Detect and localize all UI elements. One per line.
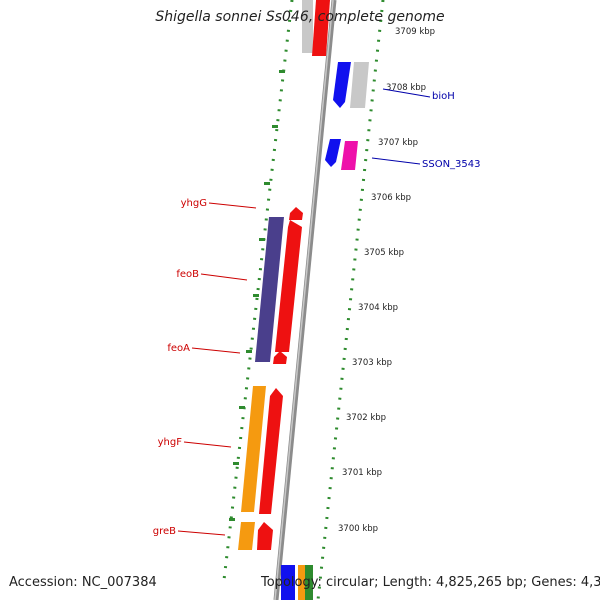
leader-yhgF [183, 441, 232, 448]
gene-feoA[interactable] [273, 351, 287, 364]
right-ring-dots [316, 0, 385, 600]
gene-red-top[interactable] [312, 0, 330, 56]
tick-3700: 3700 kbp [338, 524, 378, 534]
gene-SSON_3543[interactable] [341, 141, 358, 170]
label-SSON_3543[interactable]: SSON_3543 [422, 159, 481, 170]
gene-gray-bioH[interactable] [350, 62, 369, 108]
gene-blue-sson[interactable] [325, 139, 341, 167]
tick-3706: 3706 kbp [371, 193, 411, 203]
accession-text: Accession: NC_007384 [9, 575, 157, 590]
gene-red-long[interactable] [275, 220, 302, 352]
tick-3708: 3708 kbp [386, 83, 426, 93]
tick-3702: 3702 kbp [346, 413, 386, 423]
leader-feoB [200, 273, 248, 281]
leader-sson [371, 157, 421, 165]
gene-red-greB[interactable] [257, 522, 273, 550]
tick-3703: 3703 kbp [352, 358, 392, 368]
tick-3705: 3705 kbp [364, 248, 404, 258]
gene-yhgG[interactable] [289, 207, 303, 220]
label-greB[interactable]: greB [153, 526, 176, 537]
genome-backbone [273, 0, 337, 600]
topology-text: Topology: circular; Length: 4,825,265 bp… [261, 575, 600, 590]
label-yhgF[interactable]: yhgF [158, 437, 183, 448]
map-title: Shigella sonnei Ss046, complete genome [155, 9, 445, 25]
gene-greB[interactable] [238, 522, 255, 550]
tick-3707: 3707 kbp [378, 138, 418, 148]
label-bioH[interactable]: bioH [432, 91, 455, 102]
gene-gray-top[interactable] [302, 0, 313, 53]
tick-3709: 3709 kbp [395, 27, 435, 37]
leader-yhgG [208, 202, 257, 209]
leader-feoA [191, 347, 241, 354]
gene-blue-bottom[interactable] [281, 565, 295, 600]
label-feoA[interactable]: feoA [167, 343, 190, 354]
label-yhgG[interactable]: yhgG [181, 198, 207, 209]
gene-orange-bottom[interactable] [298, 565, 305, 600]
tick-3704: 3704 kbp [358, 303, 398, 313]
gene-red-yhgF[interactable] [259, 388, 283, 514]
genome-backbone-highlight [274, 0, 334, 600]
gene-feoB[interactable] [255, 217, 284, 362]
label-feoB[interactable]: feoB [176, 269, 199, 280]
left-ring-dots [222, 0, 294, 581]
left-tick-dashes [229, 70, 285, 521]
gene-yhgF[interactable] [241, 386, 266, 512]
tick-3701: 3701 kbp [342, 468, 382, 478]
gene-green-bottom[interactable] [305, 565, 313, 600]
leader-bioH [382, 88, 431, 98]
gene-bioH[interactable] [333, 62, 351, 108]
leader-greB [177, 530, 226, 536]
